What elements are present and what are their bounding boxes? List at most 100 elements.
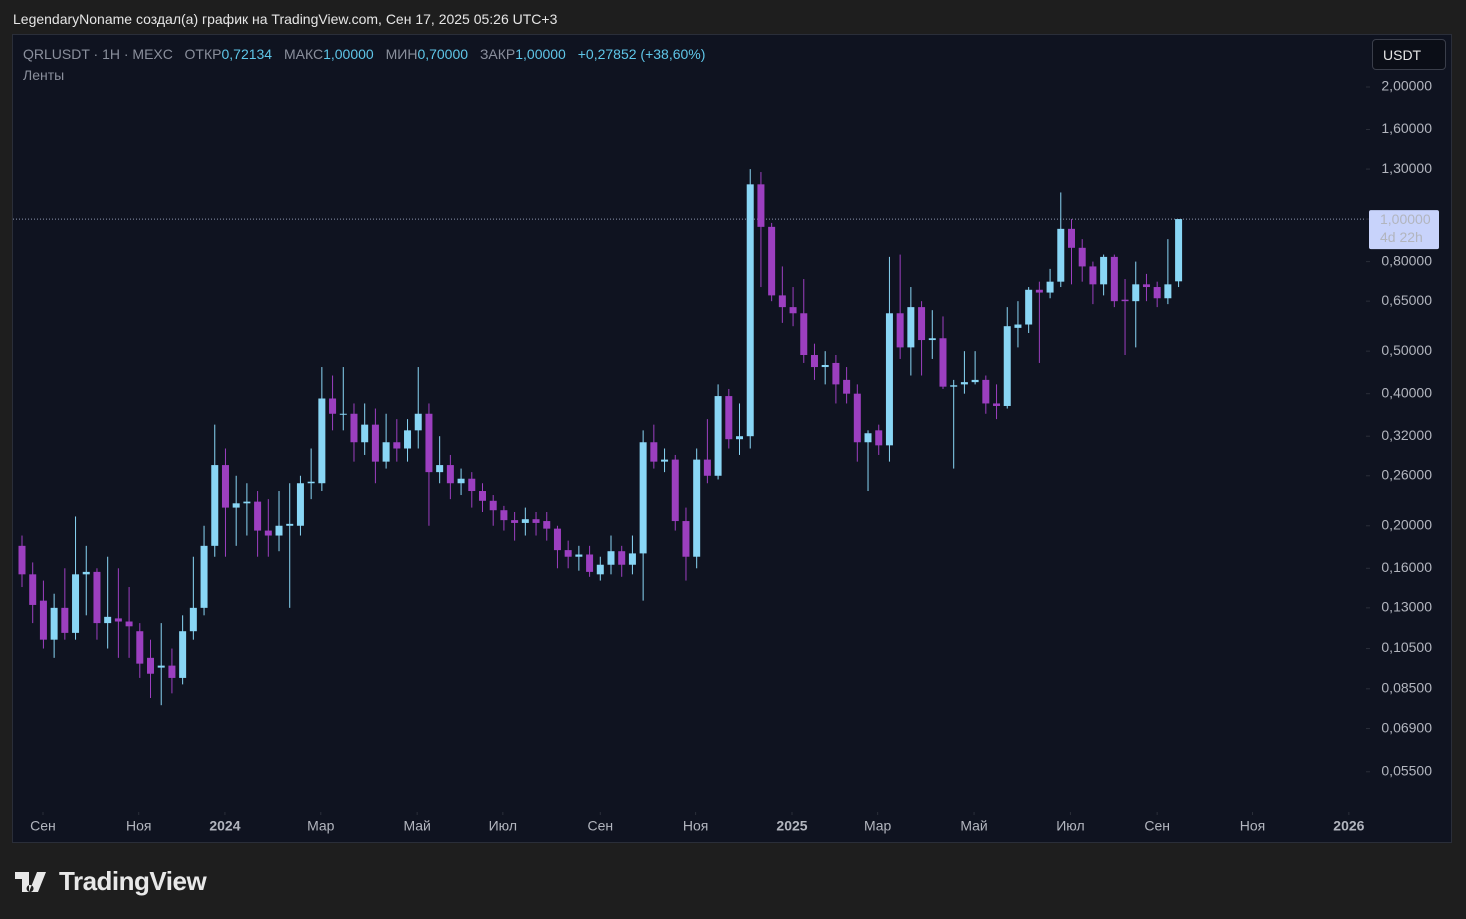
x-tick-label: Ноя xyxy=(1240,818,1265,834)
candle-body xyxy=(960,382,968,385)
x-tick-label: 2024 xyxy=(209,818,240,834)
candle-body xyxy=(661,459,669,462)
candle-body xyxy=(896,313,904,348)
candle-body xyxy=(39,600,47,640)
y-tick-label: 0,32000 xyxy=(1381,427,1432,443)
y-tick-label: 2,00000 xyxy=(1381,78,1432,94)
logo: TradingView xyxy=(15,866,207,897)
candle-body xyxy=(521,519,529,523)
candle-body xyxy=(1067,228,1075,248)
candle-body xyxy=(500,510,508,521)
logo-icon xyxy=(15,871,46,892)
candle-body xyxy=(1025,289,1033,325)
x-tick-label: Сен xyxy=(1144,818,1170,834)
candle-body xyxy=(832,362,840,385)
candle-body xyxy=(264,530,272,536)
candle-body xyxy=(446,465,454,484)
candle-body xyxy=(907,307,915,348)
candle-body xyxy=(361,424,369,443)
candle-body xyxy=(671,459,679,522)
low-value: 0,70000 xyxy=(417,46,469,62)
candle-body xyxy=(725,396,733,440)
open-value: 0,72134 xyxy=(221,46,273,62)
candle-body xyxy=(307,481,315,484)
candle-body xyxy=(254,501,262,531)
candle-body xyxy=(425,413,433,473)
y-tick-label: 0,26000 xyxy=(1381,466,1432,482)
candle-body xyxy=(1164,284,1172,299)
candle-body xyxy=(618,551,626,565)
candle-body xyxy=(1078,247,1086,267)
candle-body xyxy=(1121,299,1129,302)
x-tick-label: Май xyxy=(403,818,430,834)
x-tick-label: Июл xyxy=(489,818,517,834)
candle-body xyxy=(232,503,240,508)
candle-body xyxy=(286,523,294,526)
candle-body xyxy=(1003,326,1011,406)
x-tick-label: Май xyxy=(960,818,987,834)
candle-body xyxy=(436,465,444,473)
candle-body xyxy=(843,379,851,394)
candle-body xyxy=(1110,256,1118,302)
candle-body xyxy=(982,379,990,404)
candle-body xyxy=(147,657,155,674)
currency-button[interactable]: USDT xyxy=(1372,39,1446,70)
y-tick-label: 0,10500 xyxy=(1381,639,1432,655)
y-tick-label: 0,13000 xyxy=(1381,599,1432,615)
candle-body xyxy=(810,355,818,368)
candle-body xyxy=(61,607,69,633)
candle-body xyxy=(650,442,658,462)
candle-body xyxy=(607,551,615,565)
candle-body xyxy=(371,424,379,462)
candle-body xyxy=(714,396,722,476)
y-tick-label: 1,60000 xyxy=(1381,120,1432,136)
y-tick-label: 0,40000 xyxy=(1381,384,1432,400)
candle-body xyxy=(211,465,219,546)
candle-body xyxy=(971,379,979,383)
candle-body xyxy=(29,574,37,605)
candle-body xyxy=(1014,324,1022,328)
candle-body xyxy=(179,631,187,678)
close-value: 1,00000 xyxy=(515,46,566,62)
candle-body xyxy=(993,403,1001,406)
last-price-label: 1,00000 xyxy=(1380,211,1431,227)
candle-body xyxy=(768,226,776,296)
candle-body xyxy=(800,313,808,356)
candle-body xyxy=(789,307,797,314)
candle-body xyxy=(586,554,594,572)
candle-body xyxy=(125,621,133,627)
candle-body xyxy=(478,491,486,501)
y-tick-label: 0,06900 xyxy=(1381,719,1432,735)
x-tick-label: Ноя xyxy=(683,818,708,834)
candle-body xyxy=(950,385,958,387)
candle-body xyxy=(1035,289,1043,293)
candle-body xyxy=(682,521,690,557)
indicator-label[interactable]: Ленты xyxy=(23,67,65,83)
candle-body xyxy=(628,553,636,565)
x-tick-label: Сен xyxy=(30,818,56,834)
symbol: QRLUSDT · 1Н · MEXC xyxy=(23,46,173,62)
x-tick-label: 2026 xyxy=(1333,818,1364,834)
candle-body xyxy=(511,520,519,523)
candle-body xyxy=(350,413,358,443)
last-price-tag xyxy=(1369,210,1439,250)
candle-body xyxy=(757,184,765,227)
candle-body xyxy=(275,525,283,536)
logo-text: TradingView xyxy=(59,866,207,896)
candle-body xyxy=(693,459,701,557)
candle-body xyxy=(918,307,926,341)
candle-body xyxy=(875,430,883,446)
candle-body xyxy=(885,313,893,446)
candle-body xyxy=(414,413,422,431)
high-label: МАКС xyxy=(283,46,324,62)
candle-body xyxy=(532,519,540,523)
x-tick-label: Ноя xyxy=(126,818,151,834)
candle-body xyxy=(221,465,229,508)
candle-body xyxy=(18,545,26,575)
candle-body xyxy=(157,665,165,668)
candle-body xyxy=(104,616,112,624)
countdown: 4d 22h xyxy=(1380,229,1423,245)
x-tick-label: Сен xyxy=(587,818,613,834)
